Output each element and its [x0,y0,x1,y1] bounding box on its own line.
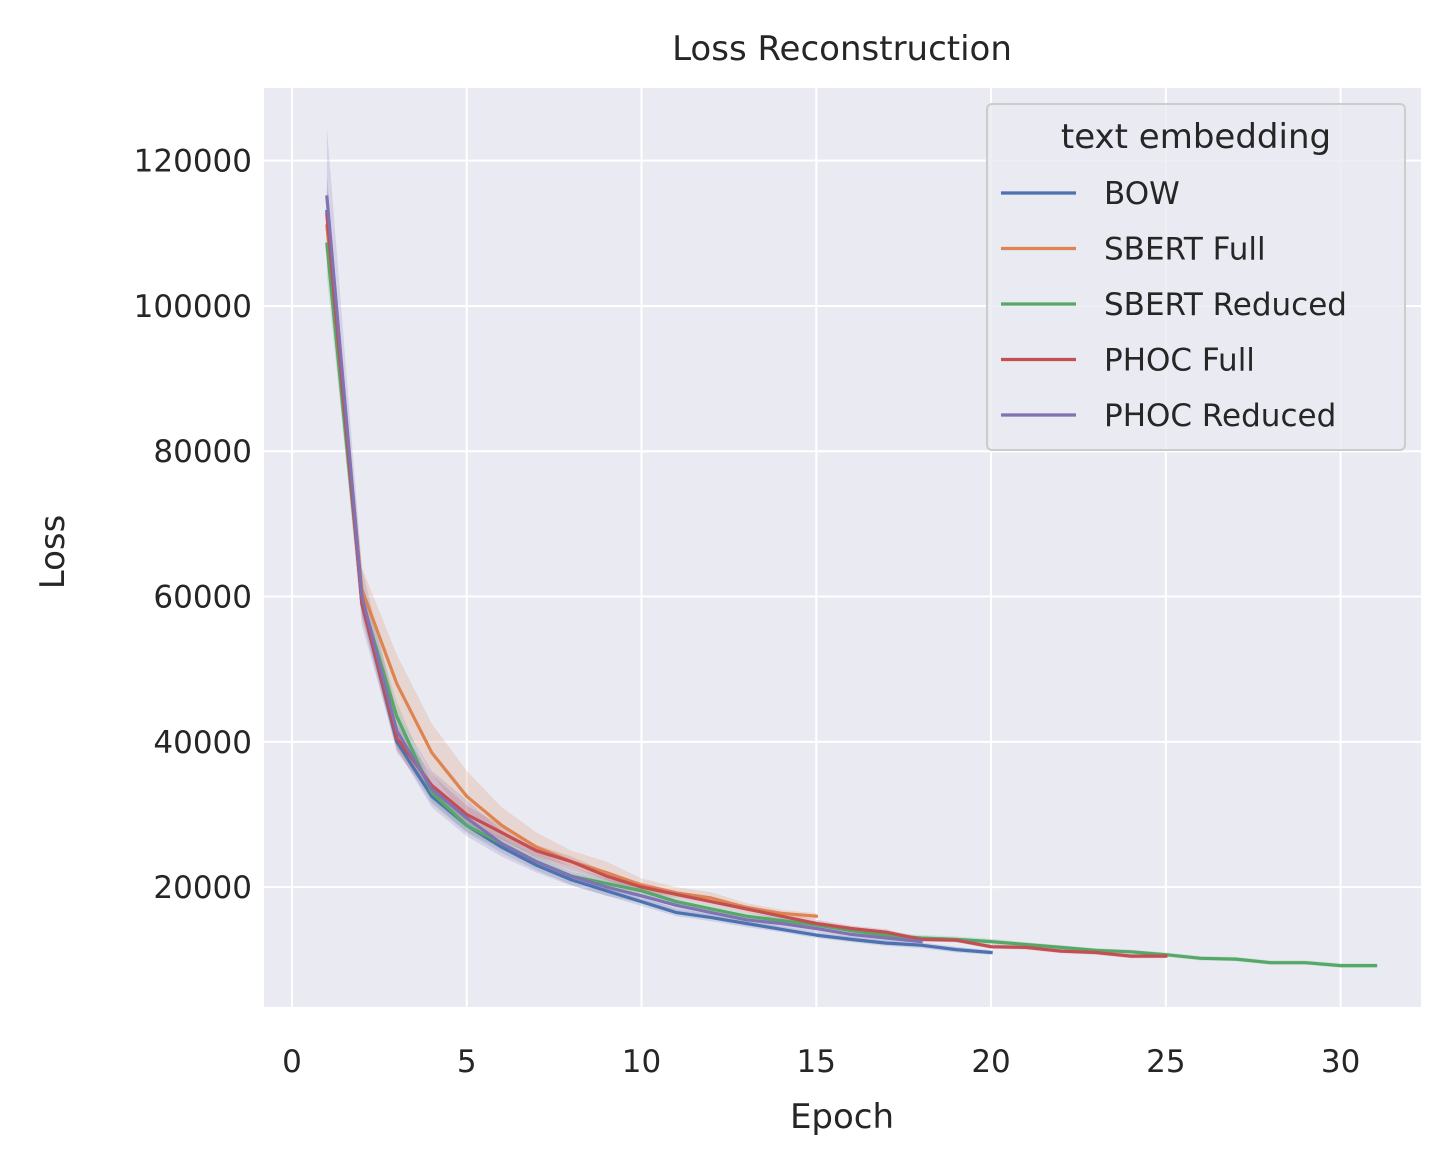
legend-label-sbert-full: SBERT Full [1104,232,1266,268]
x-tick-label: 20 [971,1044,1010,1080]
y-tick-label: 120000 [134,144,252,180]
legend-label-phoc-full: PHOC Full [1104,343,1255,379]
x-axis-label: Epoch [790,1097,894,1137]
grid-lines [264,88,1421,1007]
legend-label-bow: BOW [1104,176,1180,212]
y-tick-label: 20000 [153,870,252,906]
y-tick-label: 80000 [153,434,252,470]
y-tick-label: 100000 [134,289,252,325]
legend-label-phoc-reduced: PHOC Reduced [1104,398,1336,434]
legend-label-sbert-reduced: SBERT Reduced [1104,287,1347,323]
phoc-full-line [325,213,1168,958]
chart-title: Loss Reconstruction [672,29,1012,69]
y-axis-label: Loss [33,515,73,590]
x-tick-label: 5 [457,1044,477,1080]
legend-box [986,103,1406,451]
phoc-reduced-line [325,195,923,944]
x-tick-label: 15 [797,1044,836,1080]
bow-line [325,209,993,955]
y-tick-label: 60000 [153,580,252,616]
legend-title: text embedding [1061,117,1331,157]
x-tick-labels: 0 5 10 15 20 25 30 [282,1044,1360,1080]
legend: text embedding BOW SBERT Full SBERT Reduce… [986,103,1406,451]
x-tick-label: 30 [1321,1044,1360,1080]
y-tick-label: 40000 [153,725,252,761]
x-tick-label: 10 [622,1044,661,1080]
y-tick-labels: 20000 40000 60000 80000 100000 120000 [134,144,252,906]
x-tick-label: 0 [282,1044,302,1080]
x-tick-label: 25 [1146,1044,1185,1080]
series-lines [325,195,1378,968]
